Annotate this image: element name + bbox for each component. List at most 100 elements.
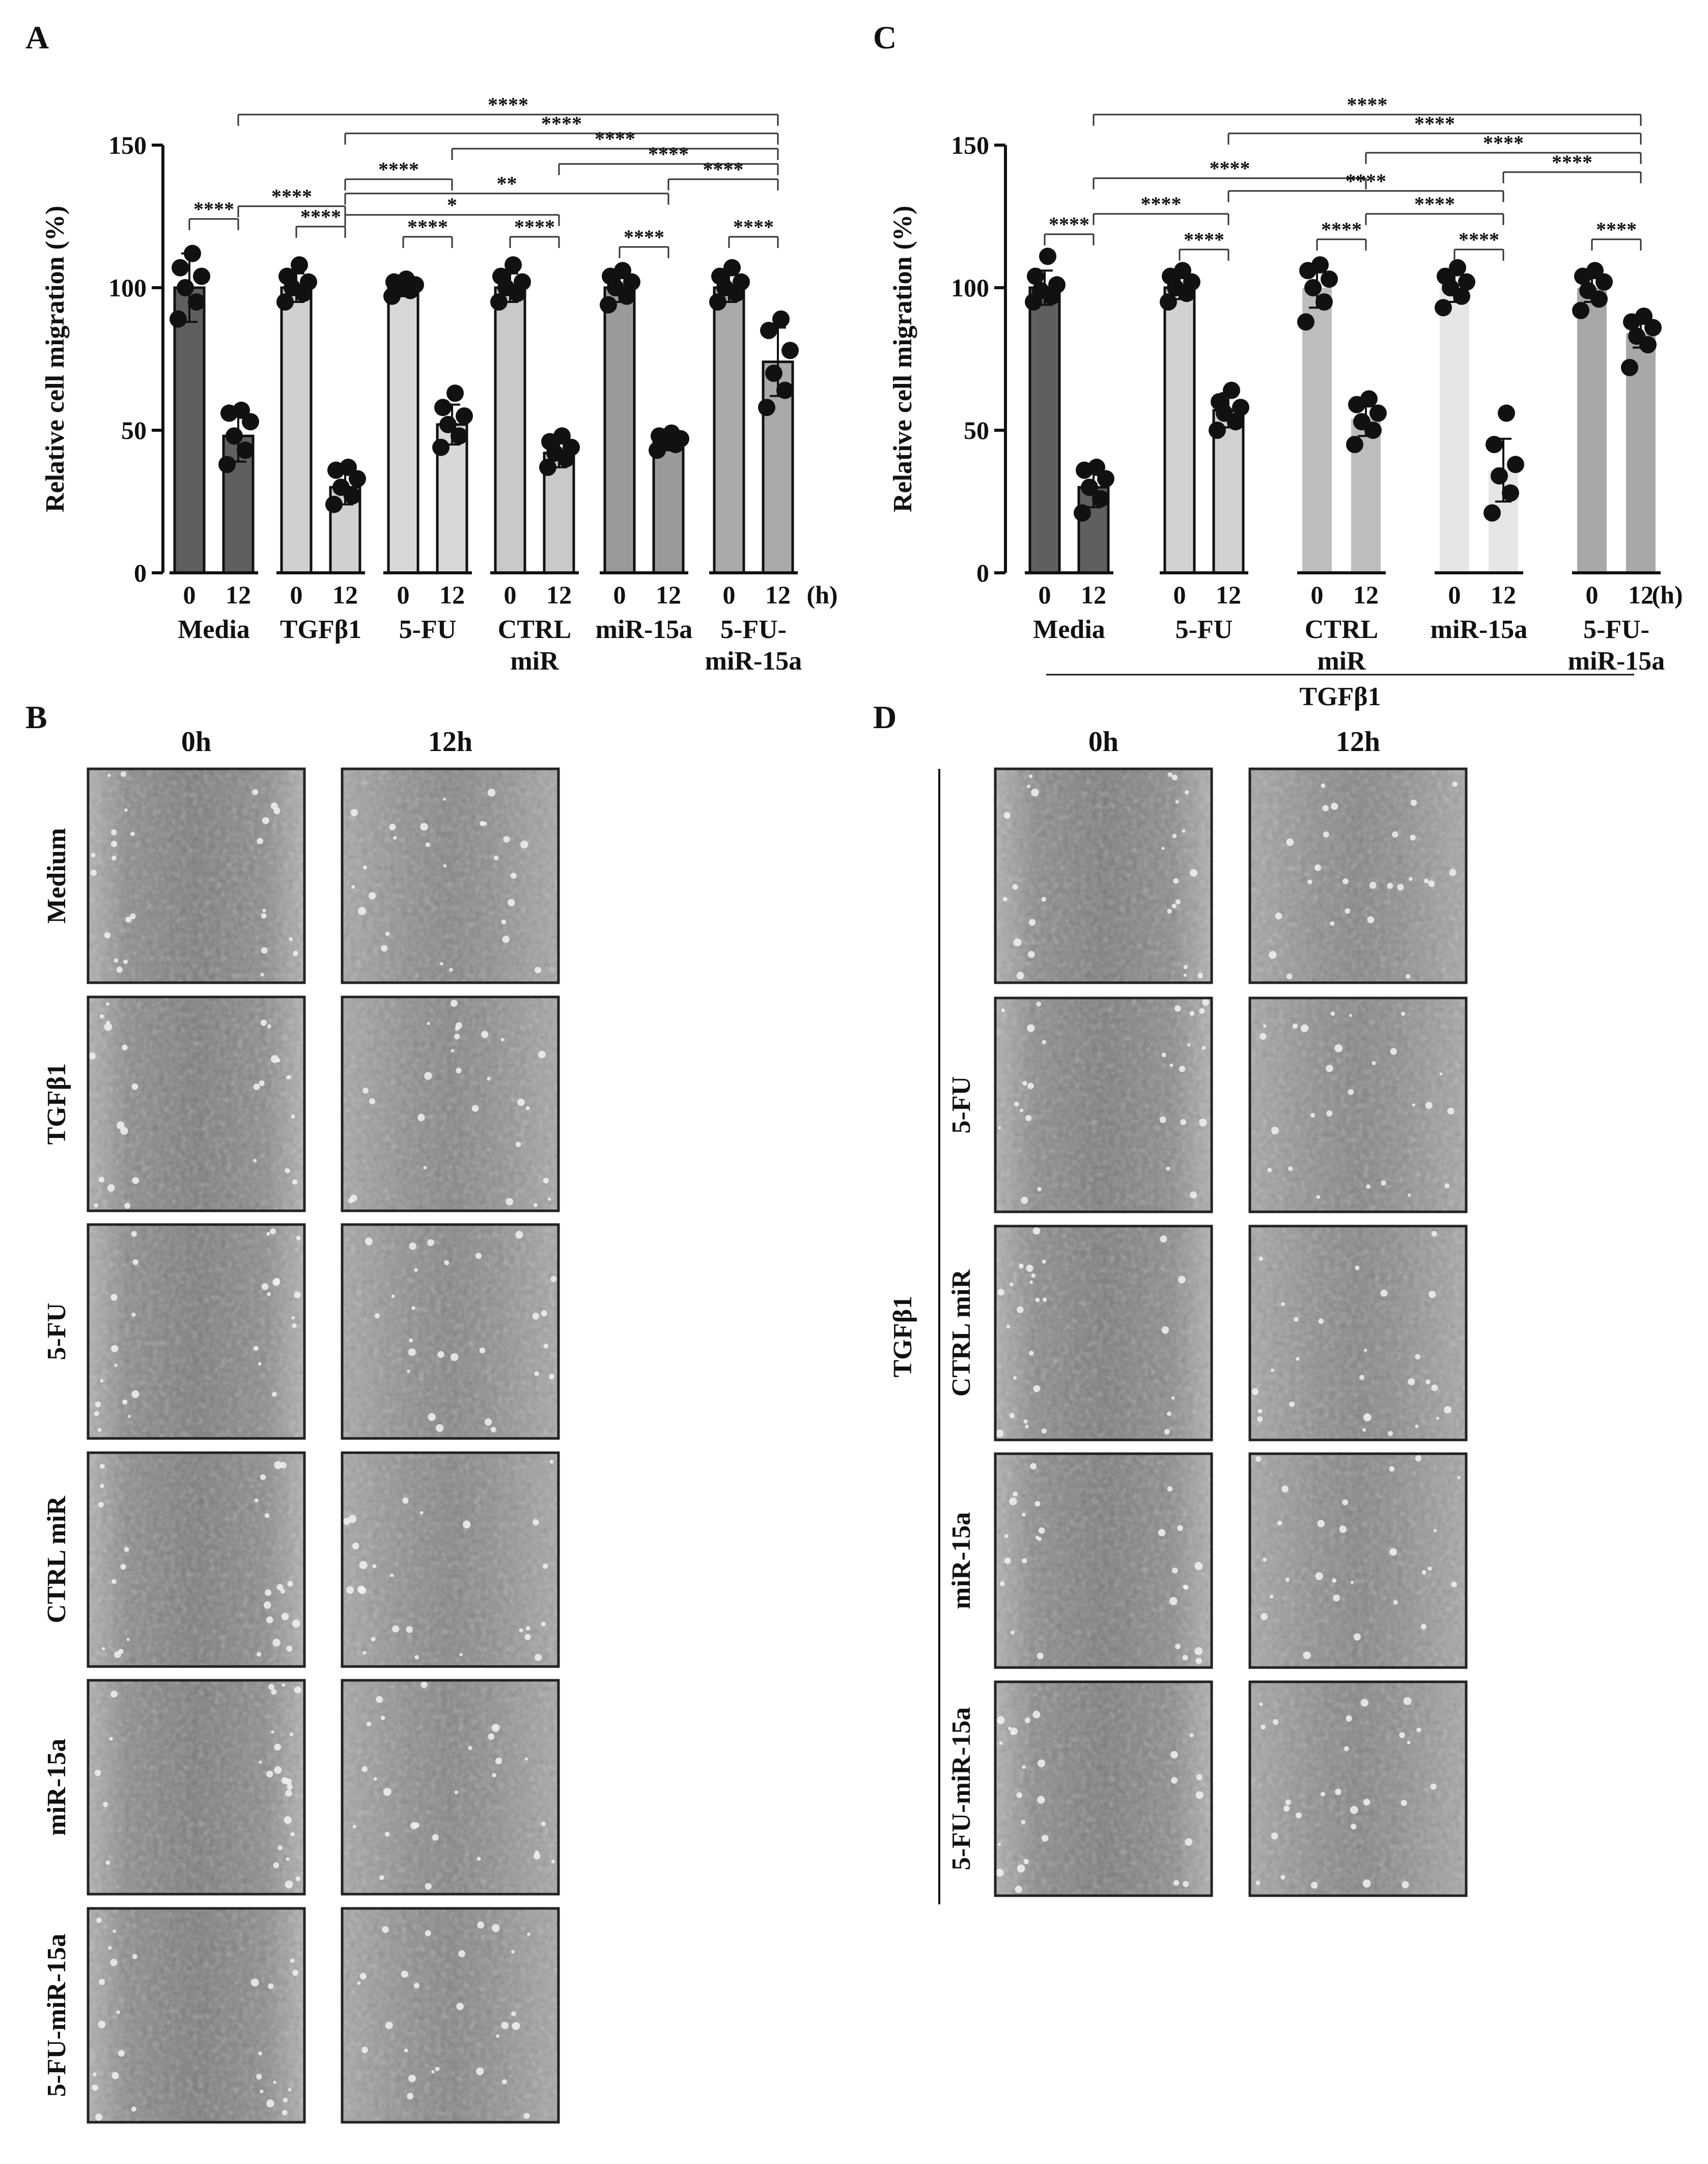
cell-dot <box>1016 1792 1023 1798</box>
data-point <box>237 441 254 459</box>
micrograph-image <box>87 995 306 1212</box>
micrograph-image <box>87 1679 306 1896</box>
cell-dot <box>515 1142 521 1147</box>
cell-dot <box>1195 1791 1204 1799</box>
cell-dot <box>1433 1529 1437 1533</box>
cell-dot <box>1281 1485 1289 1492</box>
significance-label: **** <box>1347 93 1388 116</box>
cell-dot <box>110 1345 119 1352</box>
cell-dot <box>365 1237 373 1245</box>
cell-dot <box>291 1114 295 1119</box>
cell-dot <box>1444 1406 1451 1414</box>
data-point <box>1211 393 1228 410</box>
cell-dot <box>1009 1497 1017 1506</box>
cell-dot <box>458 1950 466 1958</box>
cell-dot <box>290 1958 295 1963</box>
data-point <box>1449 259 1466 276</box>
cell-dot <box>1194 1562 1203 1570</box>
cell-dot <box>267 1292 271 1296</box>
significance-label: **** <box>1552 151 1592 174</box>
cell-dot <box>435 2067 440 2071</box>
cell-dot <box>437 1351 444 1358</box>
cell-dot <box>1172 834 1177 839</box>
data-point <box>1160 293 1177 311</box>
cell-dot <box>1367 916 1375 924</box>
cell-dot <box>1346 1715 1352 1722</box>
cell-dot <box>266 1616 273 1623</box>
cell-dot <box>1257 1408 1263 1413</box>
data-point <box>193 267 210 285</box>
cell-dot <box>1318 1318 1324 1324</box>
cell-dot <box>361 1766 368 1772</box>
cell-dot <box>1310 1113 1315 1118</box>
cell-dot <box>477 1856 481 1861</box>
cell-dot <box>95 1401 101 1408</box>
micrograph-image <box>1248 767 1468 984</box>
cell-dot <box>1415 1425 1419 1428</box>
cell-dot <box>1022 1080 1027 1086</box>
cell-dot <box>292 1179 298 1185</box>
micrograph-border <box>87 995 306 1212</box>
cell-dot <box>468 1745 472 1751</box>
cell-dot <box>420 823 428 831</box>
cell-dot <box>1334 1044 1343 1052</box>
cell-dot <box>270 1055 279 1063</box>
cell-dot <box>1408 1378 1415 1385</box>
cell-dot <box>252 789 259 795</box>
group-label: TGFβ1 <box>280 615 361 644</box>
cell-dot <box>352 1542 359 1550</box>
cell-dot <box>283 2097 288 2103</box>
cell-dot <box>401 1971 408 1978</box>
cell-dot <box>110 1690 118 1698</box>
data-point <box>1304 279 1322 296</box>
cell-dot <box>1429 1291 1436 1298</box>
cell-dot <box>1183 965 1188 969</box>
bar <box>713 286 745 574</box>
cell-dot <box>487 788 496 797</box>
cell-dot <box>463 1520 471 1529</box>
data-point <box>177 279 194 296</box>
cell-dot <box>1330 921 1335 926</box>
cell-dot <box>408 2074 416 2083</box>
bar <box>173 286 206 574</box>
cell-dot <box>1403 1697 1412 1705</box>
data-point <box>1209 422 1226 439</box>
cell-dot <box>124 1546 129 1552</box>
data-point <box>1621 358 1638 376</box>
cell-dot <box>417 1114 425 1121</box>
cell-dot <box>1179 1066 1186 1072</box>
cell-dot <box>995 1869 1004 1877</box>
micrograph-border <box>87 1451 306 1668</box>
significance-label: **** <box>1184 228 1224 251</box>
cell-dot <box>1322 804 1329 812</box>
cell-dot <box>94 1769 101 1777</box>
cell-dot <box>288 2088 292 2092</box>
cell-dot <box>118 2050 125 2057</box>
cell-dot <box>376 1696 383 1703</box>
x-tick-label: 0 <box>1448 580 1461 609</box>
cell-dot <box>124 1203 131 1209</box>
cell-dot <box>998 1843 1001 1846</box>
cell-dot <box>1389 1466 1395 1472</box>
cell-dot <box>1029 1280 1033 1284</box>
cell-dot <box>351 885 355 889</box>
data-point <box>1458 273 1475 291</box>
cell-dot <box>258 1362 262 1366</box>
y-tick-label: 50 <box>121 416 147 445</box>
micrograph-border <box>341 1679 560 1896</box>
cell-dot <box>105 1860 110 1865</box>
column-label: 12h <box>428 726 472 758</box>
cell-dot <box>1167 1486 1173 1492</box>
data-point <box>1092 490 1109 508</box>
data-point <box>1369 404 1387 422</box>
cell-dot <box>116 1121 125 1129</box>
cell-dot <box>1320 1792 1326 1797</box>
cell-dot <box>366 1721 372 1727</box>
cell-dot <box>1037 1652 1044 1659</box>
cell-dot <box>132 1177 139 1184</box>
cell-dot <box>1323 831 1329 838</box>
cell-dot <box>402 1497 409 1504</box>
cell-dot <box>1350 1806 1358 1814</box>
cell-dot <box>1195 1657 1202 1664</box>
cell-dot <box>390 1573 394 1577</box>
